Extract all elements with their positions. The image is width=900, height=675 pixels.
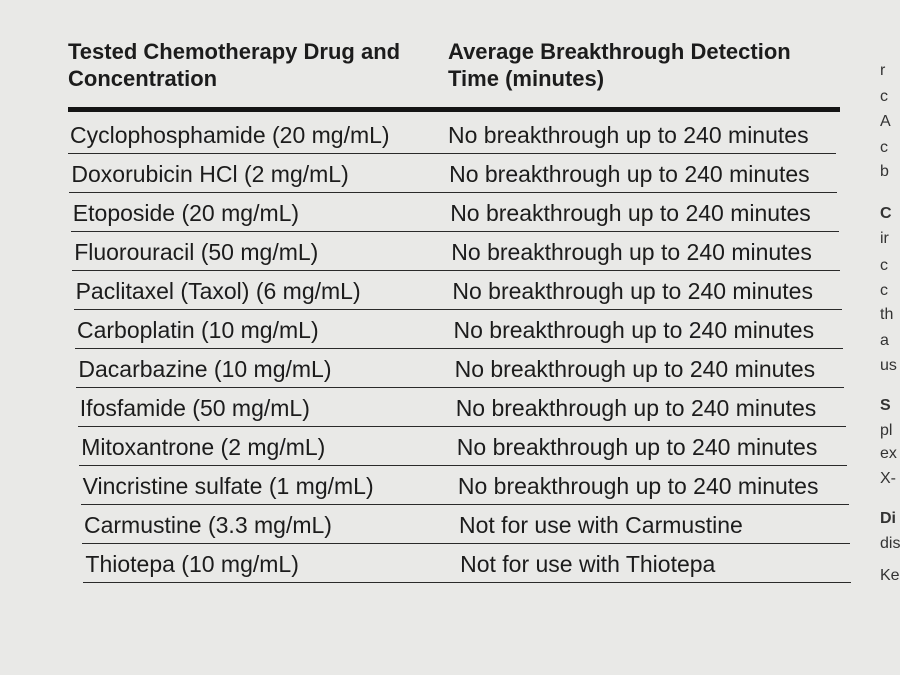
header-rule xyxy=(68,107,840,112)
table-row: Dacarbazine (10 mg/mL) No breakthrough up… xyxy=(76,348,845,388)
time-cell: No breakthrough up to 240 minutes xyxy=(456,434,818,460)
side-fragment: c xyxy=(880,257,888,274)
table-row: Cyclophosphamide (20 mg/mL) No breakthrou… xyxy=(68,114,836,154)
time-cell: No breakthrough up to 240 minutes xyxy=(453,317,815,343)
time-cell: No breakthrough up to 240 minutes xyxy=(449,161,810,187)
side-fragment: dis xyxy=(880,535,900,552)
side-fragment: us xyxy=(880,357,897,374)
drug-cell: Vincristine sulfate (1 mg/mL) xyxy=(82,473,374,499)
drug-cell: Thiotepa (10 mg/mL) xyxy=(85,551,299,577)
side-fragment: pl xyxy=(880,422,893,439)
time-cell: No breakthrough up to 240 minutes xyxy=(457,473,819,499)
drug-cell: Cyclophosphamide (20 mg/mL) xyxy=(70,122,390,148)
table-row: Paclitaxel (Taxol) (6 mg/mL) No breakthro… xyxy=(73,270,842,310)
side-fragment: ir xyxy=(880,230,889,247)
side-fragment: th xyxy=(880,306,894,323)
side-fragment: a xyxy=(880,332,889,349)
drug-cell: Etoposide (20 mg/mL) xyxy=(72,200,300,226)
table-row: Thiotepa (10 mg/mL) Not for use with Thio… xyxy=(83,543,852,583)
table-row: Mitoxantrone (2 mg/mL) No breakthrough up… xyxy=(79,426,848,466)
time-cell: No breakthrough up to 240 minutes xyxy=(455,395,817,421)
table-row: Fluorouracil (50 mg/mL) No breakthrough u… xyxy=(72,231,841,271)
side-fragment: Di xyxy=(880,510,896,527)
drug-cell: Carmustine (3.3 mg/mL) xyxy=(84,512,332,538)
drug-cell: Ifosfamide (50 mg/mL) xyxy=(79,395,310,421)
drug-cell: Fluorouracil (50 mg/mL) xyxy=(74,239,319,265)
drug-cell: Mitoxantrone (2 mg/mL) xyxy=(81,434,326,460)
time-cell: Not for use with Thiotepa xyxy=(460,551,716,577)
table-row: Doxorubicin HCl (2 mg/mL) No breakthrough… xyxy=(69,153,838,193)
drug-cell: Paclitaxel (Taxol) (6 mg/mL) xyxy=(75,278,361,304)
side-fragment: X- xyxy=(880,470,896,487)
time-cell: Not for use with Carmustine xyxy=(459,512,743,538)
table-row: Carmustine (3.3 mg/mL) Not for use with C… xyxy=(82,504,850,544)
side-fragment: c xyxy=(880,88,888,105)
drug-cell: Dacarbazine (10 mg/mL) xyxy=(78,356,332,382)
table-row: Etoposide (20 mg/mL) No breakthrough up t… xyxy=(70,192,839,232)
side-fragment: C xyxy=(880,205,892,222)
side-fragment: S xyxy=(880,397,891,414)
side-fragment: r xyxy=(880,62,886,79)
time-cell: No breakthrough up to 240 minutes xyxy=(454,356,816,382)
time-cell: No breakthrough up to 240 minutes xyxy=(452,278,813,304)
drug-cell: Doxorubicin HCl (2 mg/mL) xyxy=(71,161,349,187)
side-fragment: b xyxy=(880,163,889,180)
table-row: Vincristine sulfate (1 mg/mL) No breakthr… xyxy=(80,465,849,505)
side-fragment: ex xyxy=(880,445,897,462)
side-fragment: Ke xyxy=(880,567,900,584)
table-row: Carboplatin (10 mg/mL) No breakthrough up… xyxy=(75,309,843,349)
drug-cell: Carboplatin (10 mg/mL) xyxy=(77,317,319,343)
table-row: Ifosfamide (50 mg/mL) No breakthrough up … xyxy=(77,387,846,427)
side-fragment: c xyxy=(880,282,888,299)
column-header: Tested Chemotherapy Drug and Concentrati… xyxy=(68,39,401,91)
column-header: Average Breakthrough Detection Time (min… xyxy=(448,39,791,91)
side-fragment: c xyxy=(880,139,888,156)
time-cell: No breakthrough up to 240 minutes xyxy=(448,122,809,148)
time-cell: No breakthrough up to 240 minutes xyxy=(451,239,812,265)
time-cell: No breakthrough up to 240 minutes xyxy=(450,200,811,226)
side-fragment: A xyxy=(880,113,891,130)
